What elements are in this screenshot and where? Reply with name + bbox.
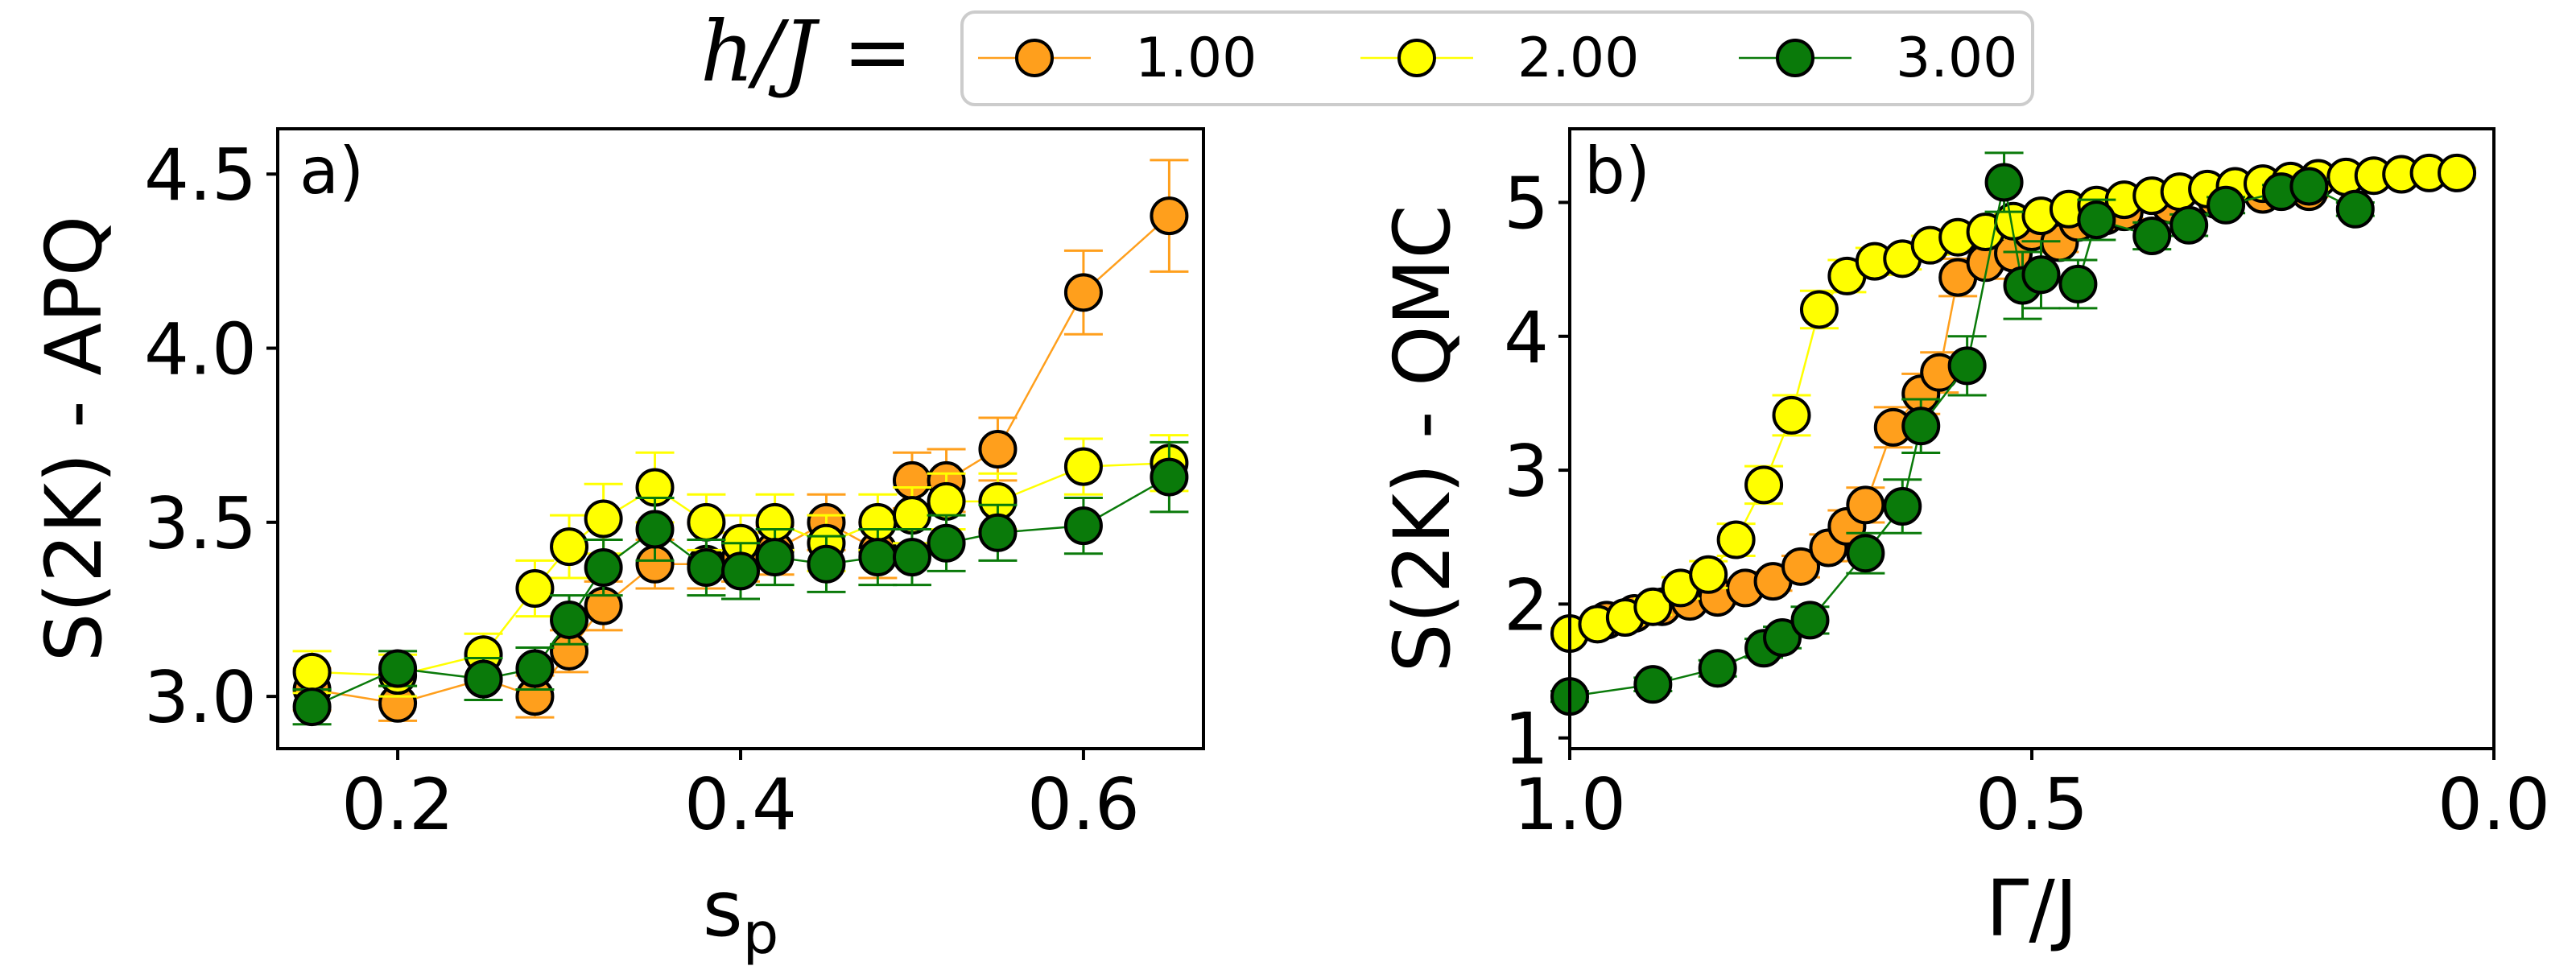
legend-entry-3: 3.00 [1739, 27, 2017, 90]
panel-a-plot: 0.2 0.4 0.6 3.0 3.5 4.0 4.5 a) sp S(2K) - APQ [29, 127, 1205, 966]
legend-marker-3 [1776, 39, 1814, 77]
panel-b-point-3.00 [2169, 205, 2209, 245]
panel-b-ytick-label: 1 [1504, 698, 1549, 781]
panel-b-series [1550, 151, 2477, 716]
panel-b-point-3.00 [1763, 617, 1802, 657]
panel-a-ticks: 0.2 0.4 0.6 3.0 3.5 4.0 4.5 [144, 134, 1140, 846]
panel-b-xtick-label: 0.0 [2438, 763, 2550, 846]
panel-a-series [292, 159, 1189, 727]
panel-b-point-2.00 [2438, 153, 2477, 192]
panel-a-point-3.00 [550, 600, 589, 639]
panel-b-point-3.00 [2335, 189, 2375, 229]
panel-a-point-3.00 [1150, 457, 1189, 497]
panel-a-point-3.00 [755, 538, 795, 577]
panel-b-point-2.00 [1689, 555, 1728, 594]
panel-b-point-2.00 [1744, 465, 1784, 505]
panel-b-ticks: 1.0 0.5 0.0 1 2 3 4 5 [1504, 162, 2550, 846]
panel-b-point-3.00 [2058, 264, 2098, 303]
panel-a-point-2.00 [1063, 447, 1103, 486]
panel-b-point-3.00 [2132, 217, 2172, 256]
panel-a-series-3.00 [292, 440, 1189, 727]
panel-a-point-3.00 [687, 548, 726, 588]
panel-a-point-3.00 [292, 687, 332, 727]
panel-a-ylabel: S(2K) - APQ [29, 216, 119, 663]
panel-a-point-1.00 [1150, 196, 1189, 236]
panel-b-point-2.00 [1633, 587, 1673, 626]
panel-a-point-2.00 [687, 502, 726, 542]
panel-b-point-3.00 [1633, 665, 1673, 704]
panel-a-point-3.00 [1063, 506, 1103, 546]
panel-a-label: a) [299, 134, 364, 208]
panel-a-point-3.00 [584, 548, 623, 588]
panel-b-ytick-label: 2 [1504, 564, 1549, 646]
panel-b-series-2.00 [1550, 153, 2477, 653]
panel-b-xlabel: Γ/J [1986, 864, 2078, 954]
panel-b-point-3.00 [2207, 185, 2246, 225]
panel-b-point-3.00 [1883, 486, 1922, 526]
panel-a-point-2.00 [292, 652, 332, 691]
panel-a-ytick-label: 3.0 [144, 656, 257, 739]
panel-b-point-2.00 [1772, 395, 1811, 435]
legend-label-1: 1.00 [1135, 27, 1257, 90]
legend: h/J = 1.00 2.00 3.00 [700, 2, 2034, 106]
panel-b-point-2.00 [1799, 290, 1839, 329]
legend-label-3: 3.00 [1896, 27, 2017, 90]
panel-b-ytick-label: 3 [1504, 430, 1549, 513]
panel-a-point-3.00 [635, 510, 675, 549]
panel-a-point-3.00 [858, 538, 898, 577]
panel-b-ytick-label: 5 [1504, 162, 1549, 245]
legend-label-2: 2.00 [1517, 27, 1639, 90]
panel-a-point-1.00 [1063, 273, 1103, 312]
panel-a-point-2.00 [892, 496, 931, 535]
panel-a-point-3.00 [927, 523, 966, 563]
panel-a-ytick-label: 4.5 [144, 134, 257, 217]
panel-b-point-3.00 [2077, 200, 2116, 240]
legend-marker-1 [1015, 39, 1054, 77]
panel-b-point-2.00 [1716, 520, 1756, 559]
panel-a-xtick-label: 0.2 [341, 763, 454, 846]
panel-a-point-3.00 [807, 544, 846, 584]
panel-b-point-1.00 [1846, 485, 1885, 525]
panel-a-point-2.00 [927, 481, 966, 521]
panel-b-point-3.00 [2289, 167, 2329, 206]
panel-b-point-3.00 [1947, 346, 1987, 386]
panel-a-xtick-label: 0.6 [1027, 763, 1140, 846]
legend-marker-2 [1397, 39, 1436, 77]
panel-a-point-2.00 [550, 527, 589, 567]
panel-b-point-1.00 [1781, 547, 1820, 586]
panel-b-ylabel: S(2K) - QMC [1377, 205, 1468, 673]
panel-a-xtick-label: 0.4 [684, 763, 797, 846]
panel-b-plot: 1.0 0.5 0.0 1 2 3 4 5 b) Γ/J S(2K) - QMC [1377, 127, 2550, 954]
panel-b-xtick-label: 0.5 [1975, 763, 2088, 846]
panel-b-series-3.00 [1550, 151, 2375, 716]
panel-a-point-2.00 [584, 499, 623, 539]
legend-entry-2: 2.00 [1360, 27, 1639, 90]
panel-a-point-3.00 [515, 649, 555, 688]
panel-a-xlabel: sp [703, 864, 778, 966]
panel-b-point-3.00 [1790, 601, 1830, 640]
panel-b-xtick-label: 1.0 [1513, 763, 1626, 846]
legend-entry-1: 1.00 [978, 27, 1257, 90]
panel-a-point-3.00 [892, 538, 931, 577]
panel-b-point-3.00 [2021, 255, 2061, 295]
legend-title: h/J = [700, 2, 913, 101]
panel-b-point-3.00 [1846, 534, 1885, 573]
panel-a-point-3.00 [721, 551, 760, 591]
panel-a-point-2.00 [515, 569, 555, 609]
panel-a-line-1.00 [312, 215, 1170, 705]
panel-a-point-3.00 [378, 649, 418, 688]
panel-b-point-3.00 [1984, 163, 2024, 202]
panel-b-point-3.00 [1698, 649, 1737, 688]
panel-a-series-1.00 [292, 159, 1189, 723]
panel-a-point-1.00 [978, 429, 1018, 469]
panel-a-ytick-label: 3.5 [144, 482, 257, 565]
legend-frame [960, 10, 2034, 106]
panel-b-label: b) [1584, 134, 1650, 208]
panel-b-point-3.00 [1901, 407, 1941, 446]
panel-a-point-3.00 [464, 659, 503, 699]
panel-b-ytick-label: 4 [1504, 296, 1549, 379]
panel-a-ytick-label: 4.0 [144, 308, 257, 391]
panel-a-point-3.00 [978, 513, 1018, 552]
